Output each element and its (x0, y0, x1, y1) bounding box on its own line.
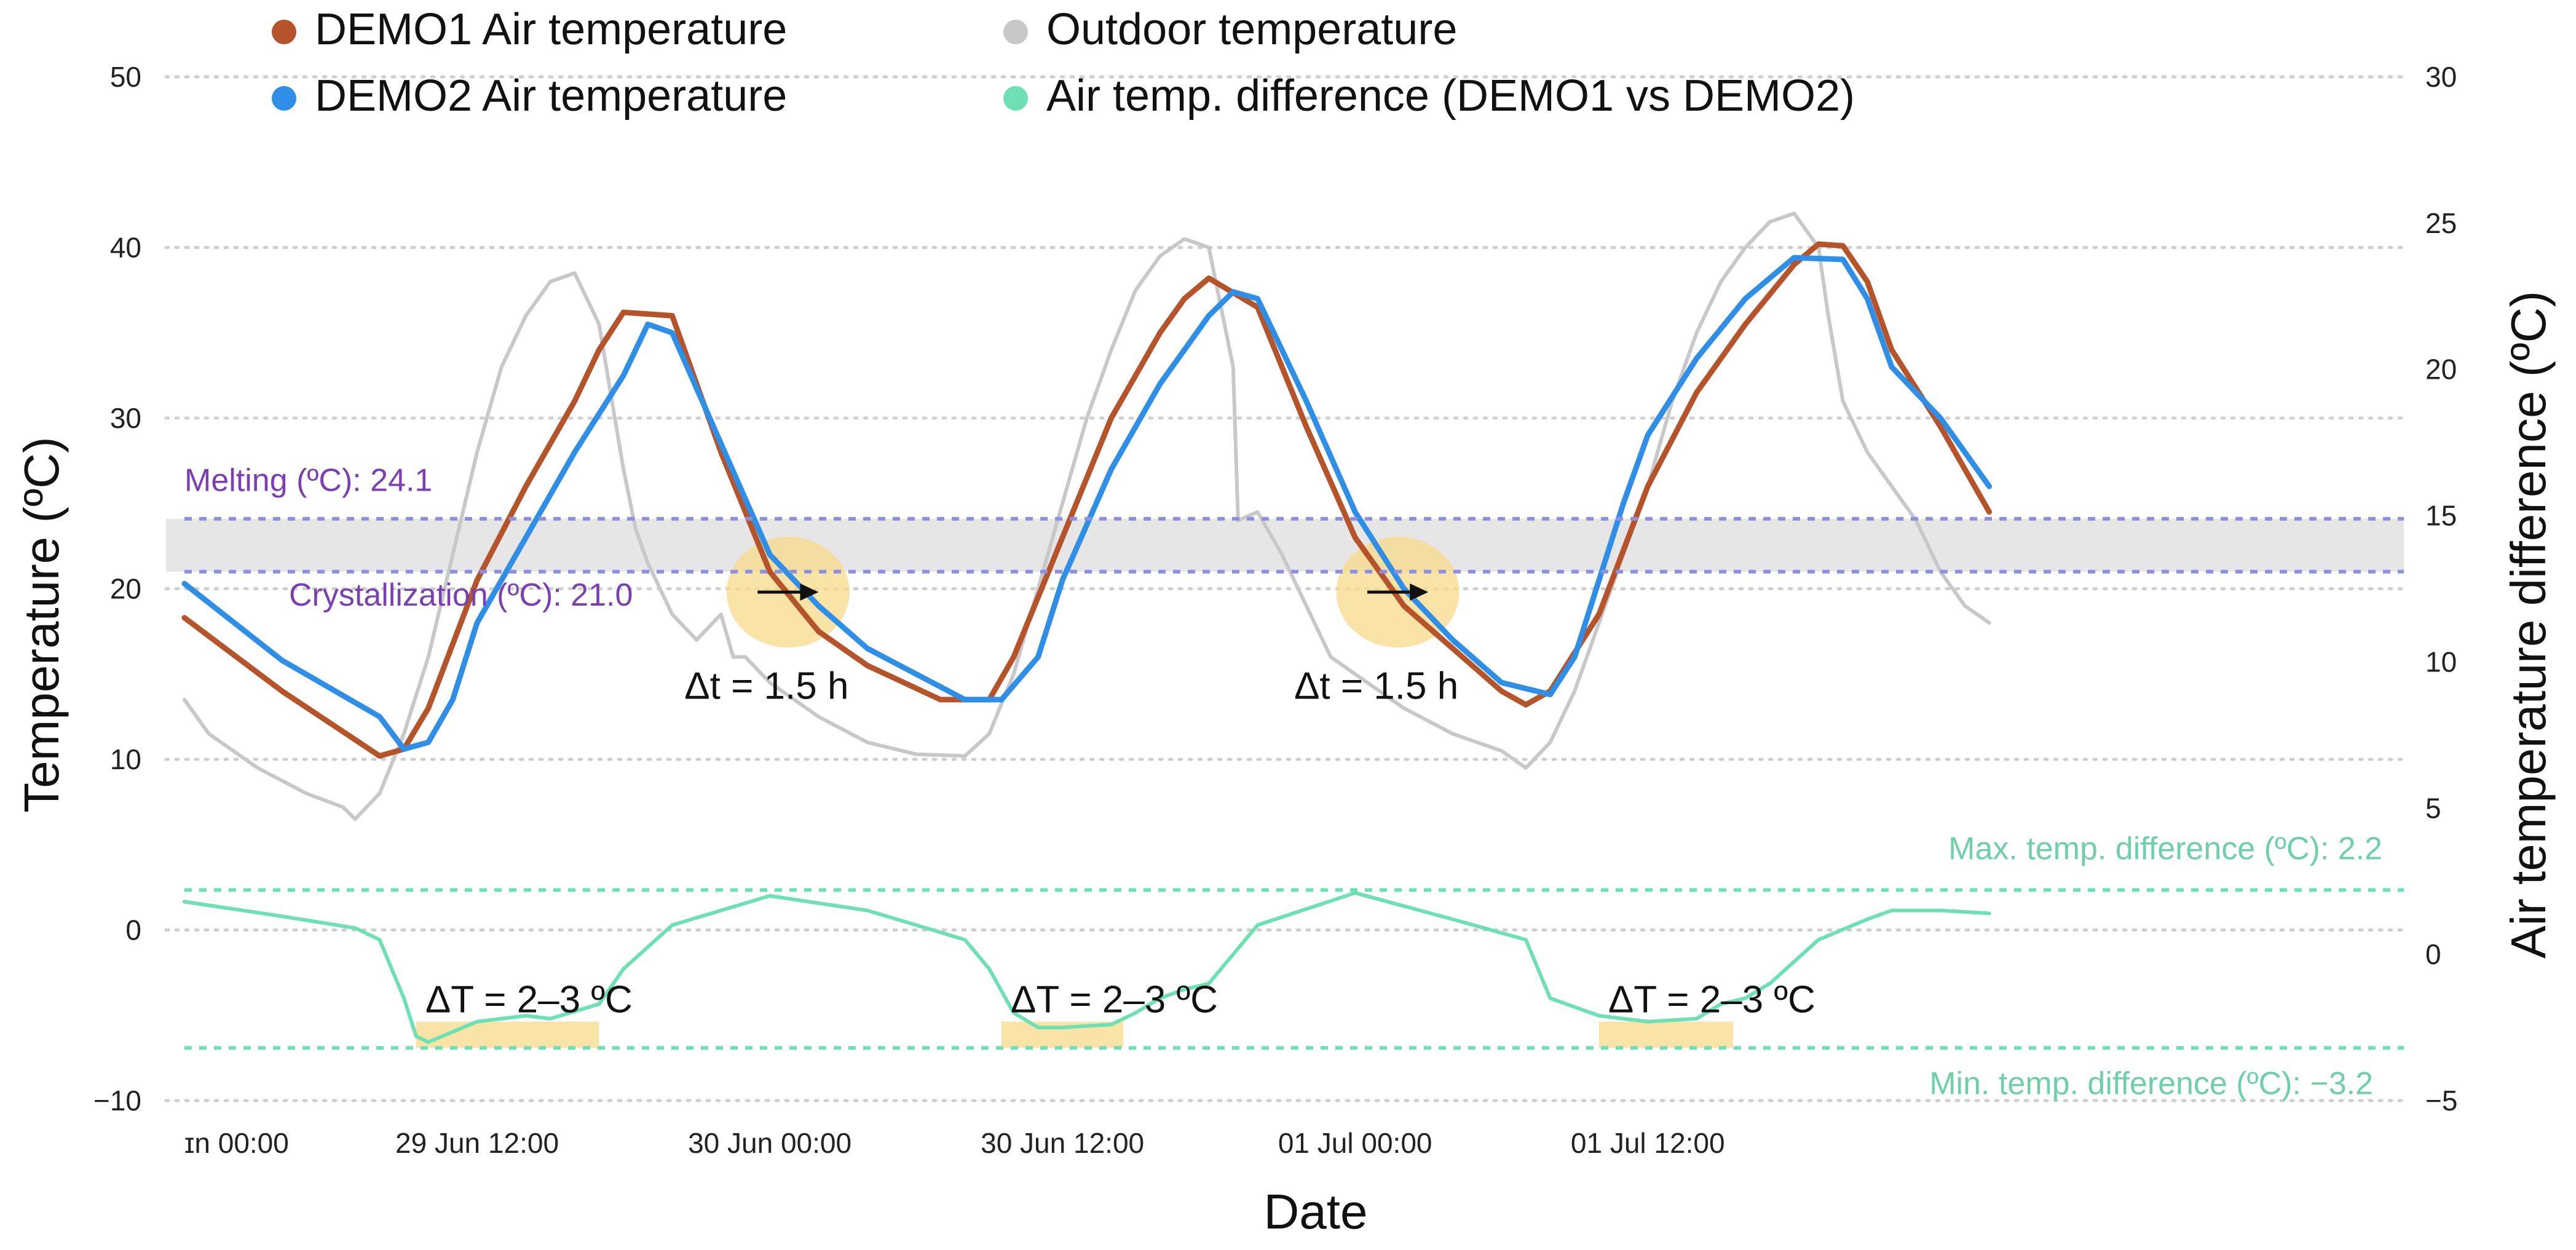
legend-label: DEMO1 Air temperature (315, 5, 787, 54)
axes: −10 0 10 20 30 40 50 −5 0 5 10 15 20 25 30 ɪn 00:00 29 J… (93, 61, 2457, 1159)
legend-marker (272, 20, 296, 44)
gridlines (164, 75, 2406, 1102)
x-tick-label: ɪn 00:00 (184, 1127, 289, 1159)
lag-annotation: Δt = 1.5 h (684, 665, 848, 707)
y-tick-label: 0 (125, 914, 141, 946)
lag-annotation: Δt = 1.5 h (1294, 665, 1458, 707)
series-line (181, 241, 1993, 759)
legend: DEMO1 Air temperature DEMO2 Air temperatu… (272, 5, 1855, 121)
y-tick-label: 50 (110, 61, 141, 93)
lag-arrowhead (800, 583, 819, 601)
legend-marker (1003, 86, 1028, 111)
difference-annotation: ΔT = 2–3 ºC (425, 979, 633, 1021)
reference-label: Melting (ºC): 24.1 (184, 463, 432, 499)
difference-annotation: ΔT = 2–3 ºC (1608, 979, 1815, 1021)
y-tick-label: 20 (110, 573, 141, 605)
legend-marker (1003, 20, 1028, 44)
x-tick-label: 01 Jul 00:00 (1278, 1127, 1432, 1159)
legend-label: DEMO2 Air temperature (315, 71, 787, 121)
y-axis-title: Temperature (ºC) (14, 437, 69, 813)
y2-tick-label: 5 (2425, 792, 2441, 824)
x-axis-title: Date (1264, 1184, 1368, 1239)
difference-highlight (1598, 1021, 1734, 1048)
series-line (183, 891, 1991, 1044)
series-line (183, 212, 1991, 821)
y2-tick-label: 30 (2425, 61, 2457, 93)
y-tick-label: −10 (93, 1085, 141, 1117)
highlights (416, 537, 1734, 1048)
annotations: Δt = 1.5 h Δt = 1.5 h ΔT = 2–3 ºC ΔT = 2–3 … (425, 583, 1815, 1021)
y2-tick-label: 0 (2425, 938, 2441, 970)
x-tick-label: 29 Jun 12:00 (395, 1127, 559, 1159)
y2-tick-label: 20 (2425, 354, 2457, 386)
y-tick-label: 30 (110, 402, 141, 434)
x-tick-label: 01 Jul 12:00 (1571, 1127, 1725, 1159)
y2-axis-title: Air temperature difference (ºC) (2501, 291, 2556, 959)
x-tick-label: 30 Jun 12:00 (981, 1127, 1144, 1159)
reference-label: Min. temp. difference (ºC): −3.2 (1929, 1066, 2373, 1101)
y2-tick-label: 15 (2425, 500, 2457, 532)
y-tick-label: 10 (110, 743, 141, 775)
y-tick-label: 40 (110, 232, 141, 264)
y2-tick-label: 25 (2425, 207, 2457, 239)
legend-label: Outdoor temperature (1046, 5, 1457, 54)
y2-tick-label: 10 (2425, 646, 2457, 678)
series-lines (181, 212, 1993, 1044)
legend-marker (272, 86, 296, 111)
series-line (181, 255, 1993, 752)
y2-tick-label: −5 (2425, 1085, 2457, 1117)
reference-lines: Melting (ºC): 24.1 Crystallization (ºC): … (184, 463, 2404, 1101)
lag-arrowhead (1410, 583, 1429, 601)
legend-label: Air temp. difference (DEMO1 vs DEMO2) (1046, 71, 1855, 121)
difference-annotation: ΔT = 2–3 ºC (1011, 979, 1218, 1021)
x-tick-label: 30 Jun 00:00 (688, 1127, 851, 1159)
reference-label: Crystallization (ºC): 21.0 (289, 577, 633, 613)
reference-label: Max. temp. difference (ºC): 2.2 (1948, 831, 2382, 866)
